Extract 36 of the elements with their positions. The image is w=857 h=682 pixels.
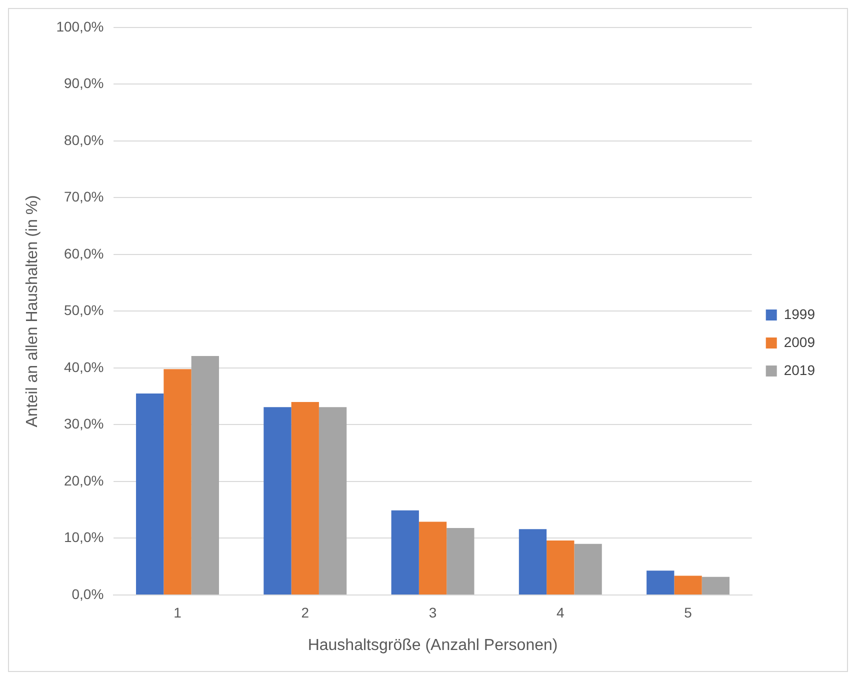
bar <box>391 510 419 594</box>
legend-label: 2019 <box>784 362 816 378</box>
bar <box>518 529 547 594</box>
bar <box>318 407 347 594</box>
legend-label: 2009 <box>784 334 816 350</box>
bar <box>674 576 702 594</box>
bar <box>291 402 319 594</box>
y-tick-label: 80,0% <box>64 132 104 148</box>
legend-label: 1999 <box>784 306 816 322</box>
y-tick-label: 90,0% <box>64 75 104 92</box>
bar <box>136 394 164 594</box>
y-tick-label: 20,0% <box>64 472 104 488</box>
y-tick-label: 50,0% <box>64 302 104 318</box>
y-tick-label: 100,0% <box>56 18 104 34</box>
x-tick-label: 3 <box>428 604 437 620</box>
y-tick-label: 70,0% <box>64 188 104 205</box>
x-tick-label: 5 <box>684 604 692 620</box>
bar <box>646 570 674 594</box>
bar <box>264 407 292 594</box>
y-tick-label: 40,0% <box>64 358 104 375</box>
x-tick-label: 4 <box>556 604 565 620</box>
y-axis-title: Anteil an allen Haushalten (in %) <box>24 195 42 428</box>
bar <box>191 356 219 594</box>
y-tick-label: 30,0% <box>64 416 104 432</box>
bar <box>702 576 730 594</box>
x-axis-title: Haushaltsgröße (Anzahl Personen) <box>308 636 558 654</box>
bar <box>418 522 447 594</box>
y-tick-label: 10,0% <box>64 529 104 546</box>
bar <box>574 544 602 594</box>
bar <box>546 540 574 594</box>
bar <box>164 369 192 594</box>
y-tick-label: 60,0% <box>64 245 104 262</box>
bar <box>446 528 474 594</box>
x-tick-label: 2 <box>301 604 310 620</box>
y-tick-label: 0,0% <box>72 586 104 602</box>
x-tick-label: 1 <box>174 604 182 620</box>
